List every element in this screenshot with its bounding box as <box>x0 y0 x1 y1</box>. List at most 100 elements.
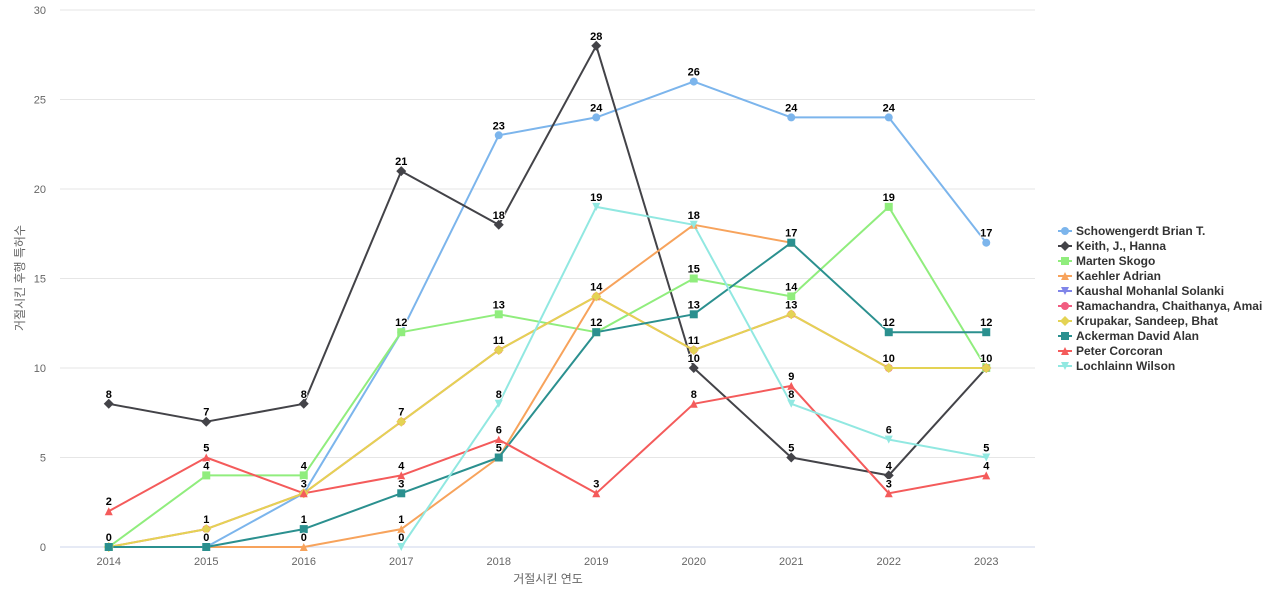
data-point <box>397 328 406 337</box>
data-point <box>494 399 503 408</box>
series-path <box>108 223 792 548</box>
data-label: 4 <box>886 460 893 472</box>
data-point <box>688 363 699 373</box>
grid-lines <box>60 9 1035 548</box>
data-point <box>689 220 698 229</box>
data-label: 0 <box>106 532 112 544</box>
data-point <box>1060 316 1070 326</box>
legend-label: Lochlainn Wilson <box>1076 359 1175 373</box>
data-label: 11 <box>688 335 700 347</box>
data-label: 3 <box>398 478 404 490</box>
y-tick-label: 0 <box>40 542 46 554</box>
data-point <box>396 416 407 427</box>
data-label: 12 <box>980 317 992 329</box>
data-label: 3 <box>301 478 307 490</box>
data-label: 21 <box>395 156 407 168</box>
y-tick-label: 30 <box>34 5 46 17</box>
data-label: 14 <box>785 281 798 293</box>
data-point <box>104 507 113 516</box>
data-label: 19 <box>883 192 895 204</box>
series-path <box>108 295 987 548</box>
data-label: 13 <box>785 299 797 311</box>
series-line-6 <box>108 295 987 548</box>
data-label: 0 <box>106 532 112 544</box>
data-label: 4 <box>203 460 210 472</box>
legend-item: Peter Corcoran <box>1058 344 1163 358</box>
data-point <box>787 238 796 247</box>
data-point <box>494 131 503 140</box>
data-point <box>299 525 308 534</box>
data-point <box>592 328 601 337</box>
data-point <box>1061 257 1069 265</box>
data-point <box>1061 362 1069 370</box>
data-label: 8 <box>788 389 794 401</box>
data-point <box>299 489 308 498</box>
x-tick-label: 2021 <box>779 556 803 568</box>
data-label: 6 <box>496 425 502 437</box>
data-label: 0 <box>203 532 209 544</box>
data-label: 9 <box>788 371 794 383</box>
x-tick-label: 2020 <box>682 556 706 568</box>
data-label: 10 <box>980 353 992 365</box>
data-label: 12 <box>883 317 895 329</box>
series-line-8 <box>108 384 987 513</box>
data-label: 0 <box>398 532 404 544</box>
data-point <box>689 310 698 319</box>
data-label: 6 <box>886 425 892 437</box>
data-point <box>493 219 504 230</box>
data-point <box>981 363 992 373</box>
series-line-1 <box>108 44 987 477</box>
legend-label: Keith, J., Hanna <box>1076 239 1166 253</box>
data-point <box>1060 241 1070 251</box>
data-point <box>397 489 406 498</box>
data-point <box>1061 227 1069 235</box>
data-point <box>1061 302 1069 310</box>
data-point <box>591 291 602 302</box>
data-point <box>397 525 406 534</box>
legend-label: Ackerman David Alan <box>1076 329 1199 343</box>
y-tick-label: 10 <box>34 363 46 375</box>
x-tick-label: 2016 <box>292 556 316 568</box>
data-label: 3 <box>593 478 599 490</box>
data-point <box>494 453 503 462</box>
data-label: 3 <box>301 478 307 490</box>
data-point <box>787 399 796 408</box>
data-label: 19 <box>590 192 602 204</box>
data-point <box>787 381 796 390</box>
data-point <box>591 40 602 51</box>
data-label: 0 <box>106 532 112 544</box>
data-label: 12 <box>395 317 407 329</box>
data-label: 23 <box>493 120 505 132</box>
data-point <box>982 328 991 337</box>
series-path <box>400 205 987 548</box>
data-point <box>884 113 893 122</box>
data-label: 0 <box>203 532 209 544</box>
data-label: 7 <box>398 407 404 419</box>
data-label: 15 <box>688 264 700 276</box>
data-label: 17 <box>785 228 797 240</box>
x-axis-ticks: 2014 2015 2016 2017 2018 2019 2020 2021 2022 2023 <box>97 556 999 568</box>
x-tick-label: 2018 <box>487 556 511 568</box>
data-label: 10 <box>980 353 992 365</box>
data-point <box>1061 272 1069 280</box>
legend-item: Krupakar, Sandeep, Bhat <box>1058 314 1218 328</box>
data-point <box>202 471 211 480</box>
data-label: 1 <box>203 514 209 526</box>
data-point <box>787 292 796 301</box>
data-point <box>103 398 114 409</box>
data-label: 7 <box>398 407 404 419</box>
data-point <box>1061 347 1069 355</box>
legend-item: Kaehler Adrian <box>1058 269 1161 283</box>
data-point <box>982 471 991 480</box>
data-point <box>592 489 601 498</box>
data-point <box>592 113 601 122</box>
data-label: 14 <box>590 281 603 293</box>
data-point <box>493 345 504 356</box>
data-point <box>299 471 308 480</box>
data-label: 8 <box>106 389 112 401</box>
data-point <box>397 543 406 551</box>
data-label: 0 <box>106 532 112 544</box>
data-point <box>299 543 308 551</box>
data-label: 1 <box>398 514 404 526</box>
